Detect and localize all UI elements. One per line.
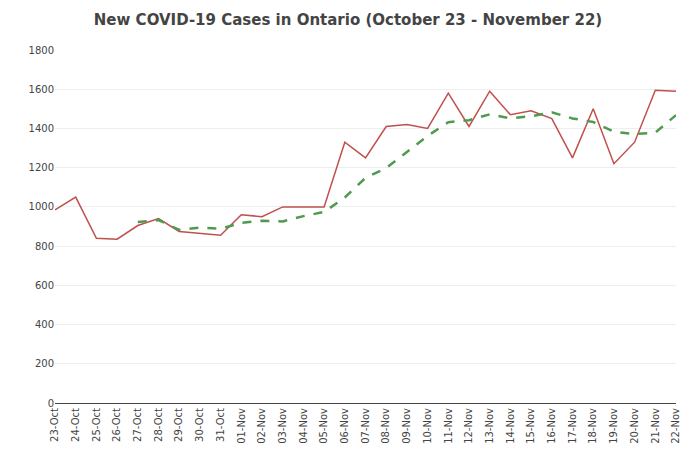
svg-text:28-Oct: 28-Oct	[153, 408, 164, 442]
svg-text:25-Oct: 25-Oct	[91, 408, 102, 442]
svg-text:04-Nov: 04-Nov	[298, 408, 309, 444]
svg-text:22-Nov: 22-Nov	[670, 408, 681, 444]
svg-text:03-Nov: 03-Nov	[277, 408, 288, 444]
svg-text:06-Nov: 06-Nov	[339, 408, 350, 444]
svg-text:New COVID-19 Cases in Ontario: New COVID-19 Cases in Ontario (October 2…	[94, 11, 602, 29]
svg-text:27-Oct: 27-Oct	[132, 408, 143, 442]
svg-text:600: 600	[35, 280, 54, 291]
svg-text:1400: 1400	[29, 123, 54, 134]
svg-text:23-Oct: 23-Oct	[49, 408, 60, 442]
svg-text:31-Oct: 31-Oct	[215, 408, 226, 442]
svg-text:19-Nov: 19-Nov	[608, 408, 619, 444]
svg-text:09-Nov: 09-Nov	[401, 408, 412, 444]
svg-text:21-Nov: 21-Nov	[650, 408, 661, 444]
svg-text:18-Nov: 18-Nov	[587, 408, 598, 444]
svg-text:26-Oct: 26-Oct	[111, 408, 122, 442]
svg-text:10-Nov: 10-Nov	[422, 408, 433, 444]
svg-text:02-Nov: 02-Nov	[256, 408, 267, 444]
svg-text:14-Nov: 14-Nov	[505, 408, 516, 444]
svg-text:20-Nov: 20-Nov	[629, 408, 640, 444]
svg-text:15-Nov: 15-Nov	[525, 408, 536, 444]
svg-text:17-Nov: 17-Nov	[567, 408, 578, 444]
svg-text:01-Nov: 01-Nov	[236, 408, 247, 444]
svg-text:29-Oct: 29-Oct	[173, 408, 184, 442]
svg-text:0: 0	[48, 398, 54, 409]
svg-text:800: 800	[35, 241, 54, 252]
svg-text:1800: 1800	[29, 45, 54, 56]
svg-text:11-Nov: 11-Nov	[443, 408, 454, 444]
svg-text:16-Nov: 16-Nov	[546, 408, 557, 444]
svg-text:400: 400	[35, 319, 54, 330]
svg-text:24-Oct: 24-Oct	[70, 408, 81, 442]
svg-text:07-Nov: 07-Nov	[360, 408, 371, 444]
svg-text:30-Oct: 30-Oct	[194, 408, 205, 442]
svg-text:1000: 1000	[29, 201, 54, 212]
svg-text:05-Nov: 05-Nov	[318, 408, 329, 444]
svg-text:08-Nov: 08-Nov	[380, 408, 391, 444]
svg-text:200: 200	[35, 358, 54, 369]
svg-text:13-Nov: 13-Nov	[484, 408, 495, 444]
svg-text:1200: 1200	[29, 162, 54, 173]
svg-text:1600: 1600	[29, 84, 54, 95]
svg-text:12-Nov: 12-Nov	[463, 408, 474, 444]
